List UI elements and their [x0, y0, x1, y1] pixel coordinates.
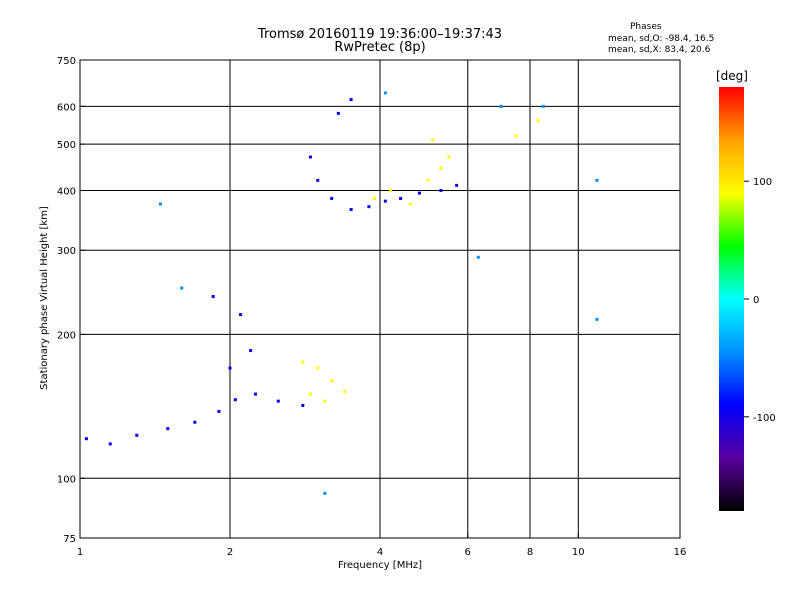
data-point	[233, 398, 237, 402]
data-point	[217, 409, 221, 413]
data-point	[417, 191, 421, 195]
y-tick-label: 600	[57, 102, 76, 113]
data-point	[316, 366, 320, 370]
data-point	[343, 389, 347, 393]
data-point	[276, 399, 280, 403]
data-point	[323, 491, 327, 495]
y-tick-label: 750	[57, 56, 76, 67]
data-point	[301, 403, 305, 407]
x-tick-label: 2	[227, 547, 233, 558]
y-tick-label: 500	[57, 140, 76, 151]
data-point	[595, 178, 599, 182]
y-tick-label: 400	[57, 186, 76, 197]
x-tick-label: 10	[572, 547, 585, 558]
x-axis-label: Frequency [MHz]	[338, 560, 422, 571]
phase-stats-o: mean, sd,O: -98.4, 16.5	[608, 34, 715, 44]
y-tick-label: 75	[63, 534, 76, 545]
data-point	[301, 360, 305, 364]
colorbar-ticks: 100 0 -100	[744, 177, 776, 424]
x-tick-label: 16	[674, 547, 687, 558]
data-point	[211, 295, 215, 299]
colorbar-tick-label: -100	[753, 413, 776, 424]
data-point	[455, 183, 459, 187]
data-point	[253, 392, 257, 396]
data-point	[308, 392, 312, 396]
data-point	[408, 202, 412, 206]
data-point	[595, 317, 599, 321]
points-layer	[84, 91, 599, 495]
data-point	[349, 208, 353, 212]
y-tick-label: 300	[57, 246, 76, 257]
y-tick-label: 200	[57, 330, 76, 341]
data-point	[514, 134, 518, 138]
data-point	[108, 442, 112, 446]
data-point	[316, 178, 320, 182]
data-point	[447, 155, 451, 159]
data-point	[439, 166, 443, 170]
data-point	[84, 437, 88, 441]
data-point	[431, 138, 435, 142]
data-point	[389, 188, 393, 192]
y-tick-label: 100	[57, 474, 76, 485]
data-point	[399, 196, 403, 200]
phase-stats-x: mean, sd,X: 83.4, 20.6	[608, 45, 711, 55]
colorbar-tick-label: 0	[753, 295, 759, 306]
x-tick-label: 6	[465, 547, 471, 558]
x-tick-label: 4	[377, 547, 383, 558]
data-point	[249, 349, 253, 353]
colorbar-unit-label: [deg]	[716, 69, 748, 83]
data-point	[383, 91, 387, 95]
x-tick-label: 8	[527, 547, 533, 558]
data-point	[383, 199, 387, 203]
data-point	[349, 98, 353, 102]
data-point	[228, 366, 232, 370]
chart-subtitle: RwPretec (8p)	[334, 40, 426, 55]
data-point	[476, 255, 480, 259]
data-point	[239, 313, 243, 317]
data-point	[308, 155, 312, 159]
colorbar-tick-label: 100	[753, 177, 772, 188]
data-point	[323, 399, 327, 403]
colorbar	[719, 87, 744, 511]
x-tick-label: 1	[77, 547, 83, 558]
data-point	[426, 178, 430, 182]
data-point	[180, 286, 184, 290]
data-point	[367, 205, 371, 209]
axis-layer: 1 2 4 6 8 10 16 75 100 200 300 400 500 600 750	[57, 56, 686, 558]
data-point	[373, 196, 377, 200]
data-point	[193, 420, 197, 424]
phase-stats-heading: Phases	[630, 22, 662, 32]
data-point	[158, 202, 162, 206]
data-point	[541, 104, 545, 108]
data-point	[499, 104, 503, 108]
chart-title: Tromsø 20160119 19:36:00–19:37:43	[257, 27, 503, 42]
data-point	[330, 196, 334, 200]
data-point	[330, 379, 334, 383]
data-point	[166, 427, 170, 431]
grid-layer	[80, 60, 680, 538]
data-point	[536, 119, 540, 123]
data-point	[336, 111, 340, 115]
data-point	[135, 433, 139, 437]
data-point	[439, 188, 443, 192]
y-axis-label: Stationary phase Virtual Height [km]	[39, 206, 50, 390]
